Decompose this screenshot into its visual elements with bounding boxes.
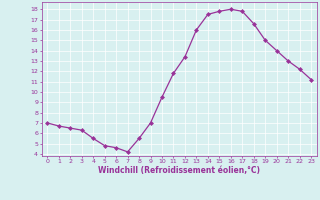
X-axis label: Windchill (Refroidissement éolien,°C): Windchill (Refroidissement éolien,°C) [98,166,260,175]
